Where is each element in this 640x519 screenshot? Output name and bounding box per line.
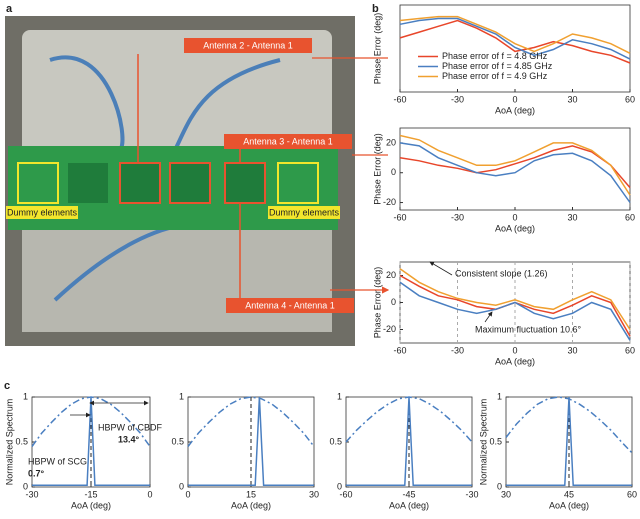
x-axis-label: AoA (deg): [495, 105, 535, 115]
data-line: [506, 396, 632, 486]
data-line: [399, 145, 631, 189]
data-line: [188, 396, 314, 486]
annotation: Consistent slope (1.26): [455, 268, 548, 278]
x-tick-label: 0: [512, 94, 517, 104]
panel-label: c: [4, 380, 10, 392]
y-axis-label: Normalized Spectrum: [4, 399, 14, 486]
x-tick-label: 15: [246, 489, 256, 499]
x-tick-label: -30: [451, 345, 464, 355]
y-axis-label: Phase Error (deg): [372, 13, 382, 85]
y-tick-label: 0.5: [489, 436, 502, 446]
y-tick-label: -20: [383, 197, 396, 207]
x-axis-label: AoA (deg): [549, 500, 589, 510]
y-tick-label: 1: [23, 391, 28, 401]
x-tick-label: -30: [451, 94, 464, 104]
annotation: 0.7°: [28, 468, 45, 478]
y-tick-label: 0.5: [15, 436, 28, 446]
legend-label: Phase error of f = 4.8 GHz: [442, 51, 548, 61]
x-tick-label: 60: [625, 94, 635, 104]
x-tick-label: 0: [147, 489, 152, 499]
callout: Antenna 3 - Antenna 1: [243, 136, 333, 146]
data-line: [399, 134, 631, 196]
arrow: [484, 311, 493, 323]
x-axis-label: AoA (deg): [231, 500, 271, 510]
annotation: Maximum fluctuation 10.6°: [475, 324, 582, 334]
x-tick-label: -30: [25, 489, 38, 499]
y-axis-label: Phase Error (deg): [372, 133, 382, 205]
data-line: [399, 17, 631, 60]
x-tick-label: -60: [393, 212, 406, 222]
x-tick-label: -60: [393, 345, 406, 355]
data-line: [399, 281, 631, 341]
x-tick-label: 60: [625, 345, 635, 355]
data-line: [32, 396, 150, 486]
y-tick-label: 1: [179, 391, 184, 401]
y-tick-label: 0.5: [329, 436, 342, 446]
x-tick-label: -30: [465, 489, 478, 499]
dummy-label: Dummy elements: [269, 207, 340, 217]
annotation: HBPW of CBDF: [98, 422, 163, 432]
legend-label: Phase error of f = 4.9 GHz: [442, 71, 548, 81]
y-tick-label: 0: [179, 481, 184, 491]
y-tick-label: 20: [386, 270, 396, 280]
data-line: [399, 15, 631, 54]
y-tick-label: 0: [337, 481, 342, 491]
y-tick-label: -20: [383, 324, 396, 334]
legend-label: Phase error of f = 4.85 GHz: [442, 61, 553, 71]
x-tick-label: 0: [512, 212, 517, 222]
x-tick-label: 60: [625, 212, 635, 222]
x-tick-label: 0: [185, 489, 190, 499]
photo: Antenna 2 - Antenna 1 Antenna 3 - Antenn…: [5, 16, 388, 346]
y-axis-label: Phase Error (deg): [372, 267, 382, 339]
arrow: [429, 261, 453, 276]
x-axis-label: AoA (deg): [389, 500, 429, 510]
x-tick-label: 30: [567, 212, 577, 222]
y-tick-label: 0: [391, 167, 396, 177]
y-axis-label: Normalized Spectrum: [478, 399, 488, 486]
x-tick-label: 30: [567, 345, 577, 355]
y-tick-label: 0.5: [171, 436, 184, 446]
x-tick-label: 30: [501, 489, 511, 499]
x-tick-label: -30: [451, 212, 464, 222]
data-line: [399, 19, 631, 64]
y-tick-label: 1: [337, 391, 342, 401]
x-axis-label: AoA (deg): [71, 500, 111, 510]
y-tick-label: 1: [497, 391, 502, 401]
x-tick-label: 30: [309, 489, 319, 499]
x-tick-label: 0: [512, 345, 517, 355]
panel-label: a: [6, 3, 13, 15]
x-tick-label: 45: [564, 489, 574, 499]
data-line: [346, 396, 472, 486]
data-line: [399, 142, 631, 203]
x-tick-label: -60: [339, 489, 352, 499]
annotation: HBPW of SCG: [28, 456, 87, 466]
x-tick-label: -15: [84, 489, 97, 499]
x-axis-label: AoA (deg): [495, 223, 535, 233]
y-tick-label: 0: [497, 481, 502, 491]
dummy-label: Dummy elements: [7, 207, 78, 217]
callout: Antenna 2 - Antenna 1: [203, 40, 293, 50]
panel-label: b: [372, 3, 379, 15]
x-axis-label: AoA (deg): [495, 356, 535, 366]
data-line: [399, 268, 631, 330]
x-tick-label: 30: [567, 94, 577, 104]
x-tick-label: -60: [393, 94, 406, 104]
x-tick-label: 60: [627, 489, 637, 499]
y-tick-label: 0: [391, 297, 396, 307]
annotation: 13.4°: [118, 434, 140, 444]
y-tick-label: 20: [386, 137, 396, 147]
data-line: [187, 396, 315, 447]
x-tick-label: -45: [402, 489, 415, 499]
axes-frame: [399, 127, 631, 211]
callout: Antenna 4 - Antenna 1: [245, 300, 335, 310]
y-tick-label: 0: [23, 481, 28, 491]
